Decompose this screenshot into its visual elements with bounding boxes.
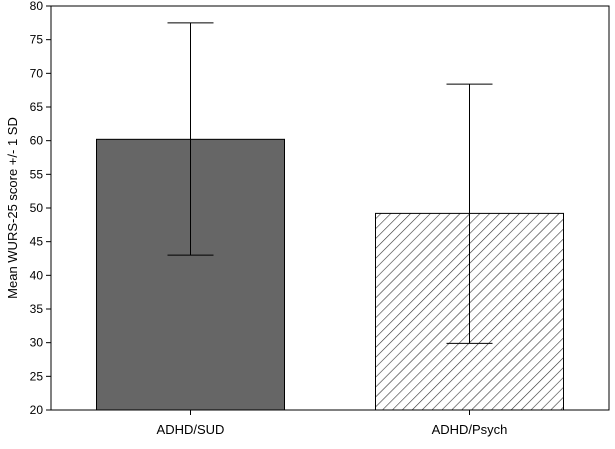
x-category-label: ADHD/Psych <box>432 422 508 437</box>
y-tick-label: 80 <box>30 0 44 13</box>
y-tick-label: 45 <box>30 235 44 249</box>
y-tick-label: 30 <box>30 336 44 350</box>
x-category-label: ADHD/SUD <box>157 422 225 437</box>
y-tick-label: 60 <box>30 134 44 148</box>
y-tick-label: 20 <box>30 403 44 417</box>
y-tick-label: 40 <box>30 268 44 282</box>
y-tick-label: 25 <box>30 369 44 383</box>
y-tick-label: 70 <box>30 66 44 80</box>
y-axis-ticks: 20 25 30 35 40 45 50 55 60 65 70 75 80 <box>30 0 51 417</box>
y-axis-title: Mean WURS-25 score +/- 1 SD <box>5 117 20 299</box>
y-tick-label: 65 <box>30 100 44 114</box>
y-tick-label: 35 <box>30 302 44 316</box>
error-bars-group <box>167 22 493 344</box>
x-axis-labels: ADHD/SUD ADHD/Psych <box>157 410 508 437</box>
y-tick-label: 50 <box>30 201 44 215</box>
y-tick-label: 55 <box>30 167 44 181</box>
y-tick-label: 75 <box>30 33 44 47</box>
